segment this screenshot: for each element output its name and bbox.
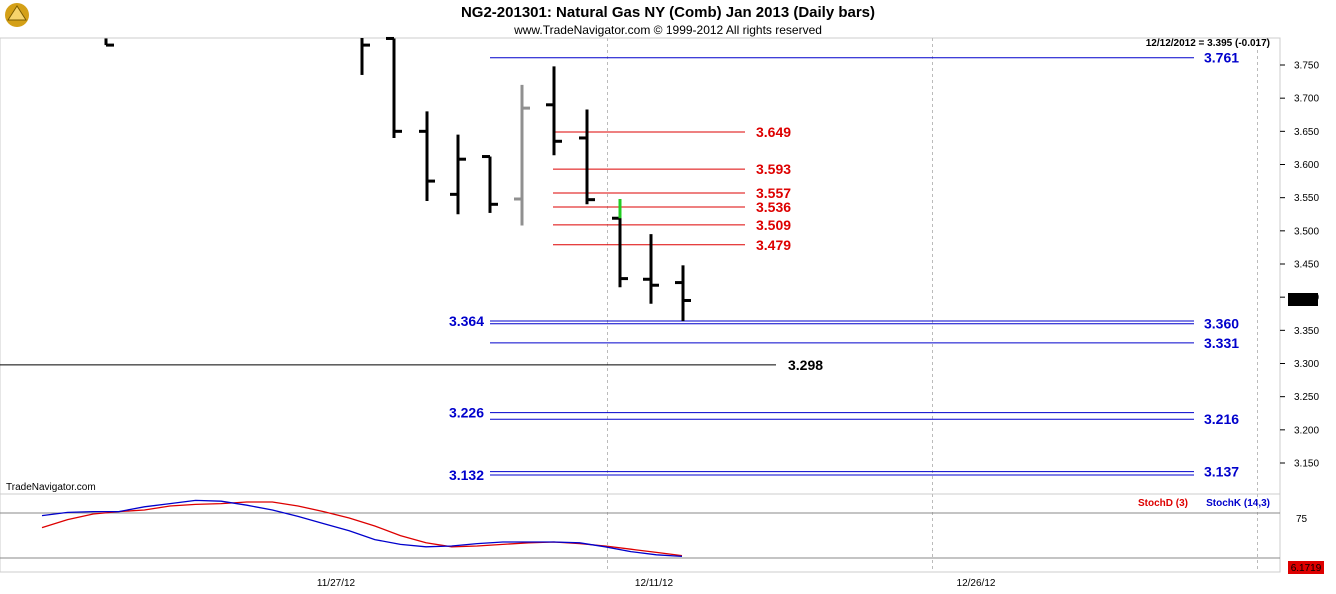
- level-label: 3.132: [449, 467, 484, 483]
- level-label: 3.216: [1204, 411, 1239, 427]
- stoch-k-label: StochK (14,3): [1206, 498, 1270, 509]
- level-label: 3.364: [449, 313, 484, 329]
- price-bar: [675, 265, 691, 322]
- watermark: TradeNavigator.com: [6, 482, 96, 493]
- stochastic: [0, 499, 1280, 559]
- y-tick-label: 3.200: [1294, 425, 1319, 436]
- y-tick-label: 3.450: [1294, 260, 1319, 271]
- level-label: 3.557: [756, 185, 791, 201]
- y-tick-label: 3.250: [1294, 392, 1319, 403]
- level-label: 3.649: [756, 124, 791, 140]
- grid-lines: [607, 38, 1258, 572]
- level-label: 3.761: [1204, 50, 1239, 66]
- x-tick-label: 12/11/12: [635, 578, 674, 589]
- level-label: 3.479: [756, 237, 791, 253]
- price-bar: [386, 36, 402, 138]
- price-bar: [360, 38, 370, 75]
- level-label: 3.509: [756, 217, 791, 233]
- x-axis: 11/27/12 12/11/12 12/26/12: [317, 578, 996, 589]
- x-tick-label: 12/26/12: [957, 578, 996, 589]
- level-label: 3.137: [1204, 464, 1239, 480]
- y-tick-label: 3.350: [1294, 326, 1319, 337]
- level-label: 3.593: [756, 161, 791, 177]
- price-bar: [482, 155, 498, 213]
- stoch-value-label: 6.1719: [1291, 563, 1322, 574]
- price-bar: [579, 109, 595, 205]
- copyright-line: www.TradeNavigator.com © 1999-2012 All r…: [513, 23, 822, 37]
- price-bar: [514, 84, 530, 226]
- price-panel: [0, 37, 1281, 495]
- y-axis: 3.7503.7003.6503.6003.5503.5003.4503.400…: [1280, 61, 1319, 470]
- y-tick-label: 3.700: [1294, 94, 1319, 105]
- last-price-box: [1288, 293, 1318, 306]
- level-label: 3.536: [756, 199, 791, 215]
- y-tick-label: 3.550: [1294, 193, 1319, 204]
- level-label: 3.226: [449, 405, 484, 421]
- y-tick-label: 3.300: [1294, 359, 1319, 370]
- stoch-value-box: [1288, 561, 1324, 574]
- logo-icon: [5, 3, 29, 27]
- x-tick-label: 11/27/12: [317, 578, 356, 589]
- level-label: 3.360: [1204, 316, 1239, 332]
- price-bar: [643, 234, 659, 304]
- last-bar-info: 12/12/2012 = 3.395 (-0.017): [1146, 38, 1270, 49]
- stoch-k-line: [41, 499, 683, 558]
- price-bar: [450, 134, 466, 215]
- y-tick-label: 3.750: [1294, 61, 1319, 72]
- price-bar: [419, 111, 435, 201]
- last-price-label: 3.395: [1290, 295, 1315, 306]
- chart-title: NG2-201301: Natural Gas NY (Comb) Jan 20…: [461, 4, 875, 21]
- y-tick-label: 3.650: [1294, 127, 1319, 138]
- level-label: 3.331: [1204, 335, 1239, 351]
- y-tick-label: 3.500: [1294, 226, 1319, 237]
- price-bar: [612, 198, 628, 288]
- level-label: 3.298: [788, 357, 823, 373]
- stoch-d-line: [41, 501, 683, 557]
- y-tick-label: 3.150: [1294, 459, 1319, 470]
- price-bar: [546, 66, 562, 156]
- price-bars: [104, 36, 691, 322]
- stoch-tick-75: 75: [1296, 514, 1308, 525]
- stoch-panel: [0, 493, 1281, 573]
- y-tick-label: 3.600: [1294, 160, 1319, 171]
- stoch-d-label: StochD (3): [1138, 498, 1188, 509]
- price-bar: [104, 38, 114, 47]
